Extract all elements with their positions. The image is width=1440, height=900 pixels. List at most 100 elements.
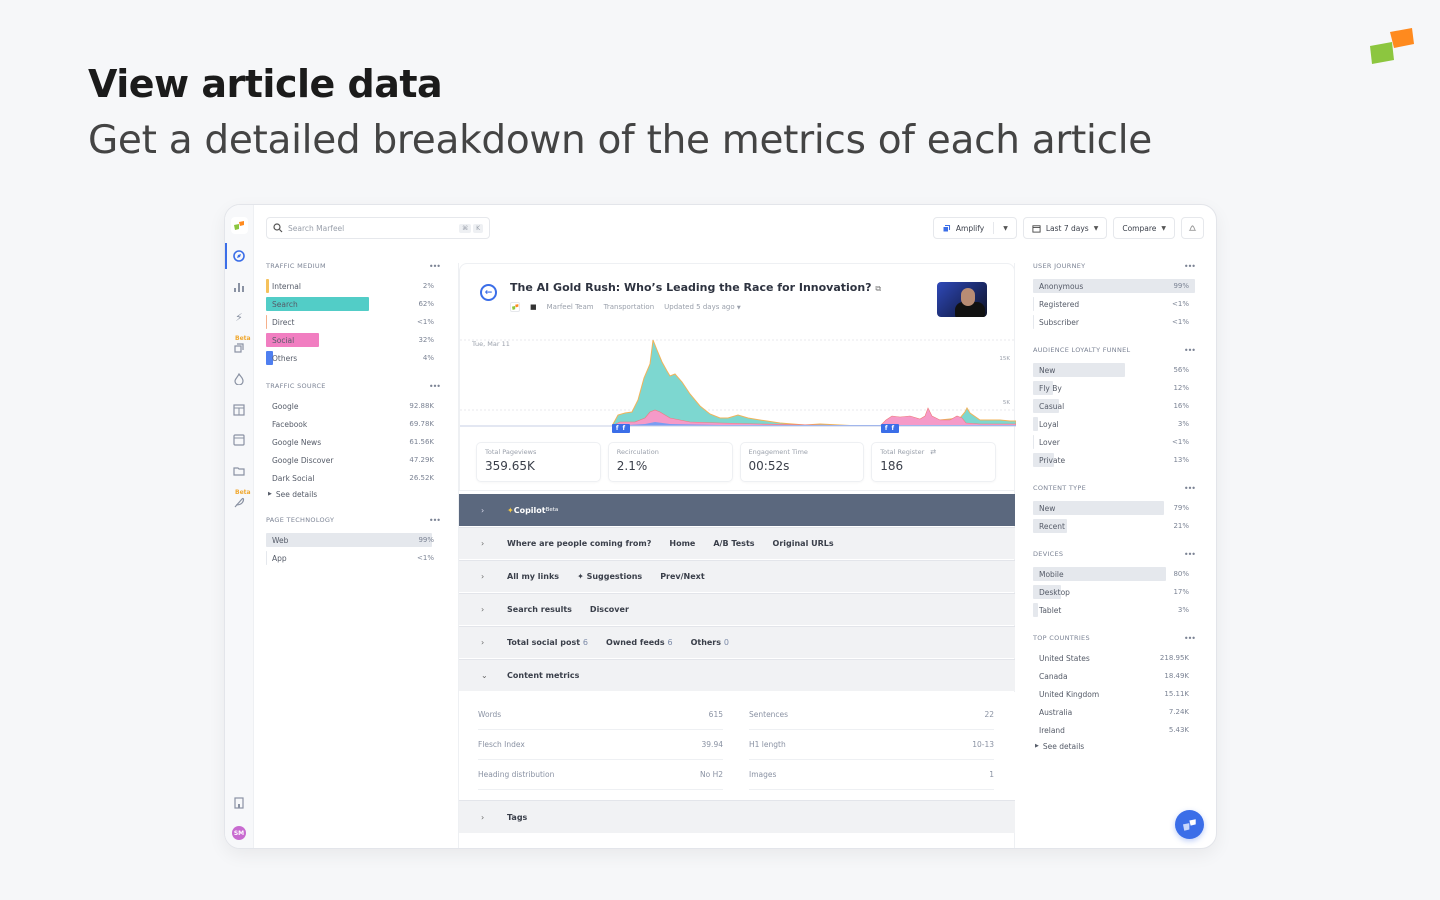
list-item[interactable]: Google Discover 47.29K xyxy=(266,451,440,469)
list-item[interactable]: United Kingdom 15.11K xyxy=(1033,685,1195,703)
tab-home[interactable]: Home xyxy=(669,539,696,548)
more-icon[interactable]: ••• xyxy=(1183,345,1196,355)
list-item[interactable]: Social 32% xyxy=(266,331,440,349)
folder-icon[interactable] xyxy=(232,464,246,478)
section-title: DEVICES xyxy=(1033,550,1064,558)
list-item[interactable]: Google News 61.56K xyxy=(266,433,440,451)
lightning-icon[interactable]: ⚡ xyxy=(235,310,243,324)
kpi-engagement[interactable]: Engagement Time 00:52s xyxy=(739,442,865,482)
flame-icon[interactable] xyxy=(232,372,246,386)
tab-search-results[interactable]: Search results xyxy=(507,605,572,614)
tab-prev-next[interactable]: Prev/Next xyxy=(660,572,705,581)
tab-where-coming-from[interactable]: Where are people coming from? xyxy=(507,539,652,548)
list-item[interactable]: Loyal 3% xyxy=(1033,415,1195,433)
beta-badge: Beta xyxy=(235,335,251,342)
item-value: 7.24K xyxy=(1168,708,1189,716)
list-item[interactable]: Mobile 80% xyxy=(1033,565,1195,583)
list-item[interactable]: Search 62% xyxy=(266,295,440,313)
tab-all-my-links[interactable]: All my links xyxy=(507,572,560,581)
back-arrow-icon[interactable]: ← xyxy=(480,284,497,301)
code-window-icon[interactable] xyxy=(232,433,246,447)
list-item[interactable]: Internal 2% xyxy=(266,277,440,295)
list-item[interactable]: Registered <1% xyxy=(1033,295,1195,313)
chevron-down-icon[interactable]: ▼ xyxy=(1003,224,1008,232)
list-item[interactable]: Fly By 12% xyxy=(1033,379,1195,397)
author[interactable]: Marfeel Team xyxy=(546,303,594,311)
list-item[interactable]: United States 218.95K xyxy=(1033,649,1195,667)
tab-original-urls[interactable]: Original URLs xyxy=(772,539,834,548)
facebook-marker[interactable]: f f xyxy=(881,424,899,433)
search-accordion[interactable]: › Search results Discover xyxy=(459,593,1015,625)
content-metrics-accordion[interactable]: ⌄ Content metrics xyxy=(459,659,1015,691)
kpi-pageviews[interactable]: Total Pageviews 359.65K xyxy=(476,442,601,482)
tab-total-social-post[interactable]: Total social post 6 xyxy=(507,638,588,647)
layout-icon[interactable] xyxy=(232,403,246,417)
more-icon[interactable]: ••• xyxy=(428,515,441,525)
kpi-register[interactable]: Total Register ⇄ 186 xyxy=(871,442,996,482)
swap-icon[interactable]: ⇄ xyxy=(930,448,937,456)
list-item[interactable]: Google 92.88K xyxy=(266,397,440,415)
more-icon[interactable]: ••• xyxy=(1183,483,1196,493)
list-item[interactable]: Canada 18.49K xyxy=(1033,667,1195,685)
app-logo-icon[interactable] xyxy=(231,217,248,234)
list-item[interactable]: Dark Social 26.52K xyxy=(266,469,440,487)
tab-suggestions[interactable]: ✦ Suggestions xyxy=(577,572,642,581)
facebook-marker[interactable]: f f xyxy=(612,424,630,433)
page-heading: View article data xyxy=(88,62,443,106)
more-icon[interactable]: ••• xyxy=(428,261,441,271)
item-label: Web xyxy=(272,535,289,545)
list-item[interactable]: Anonymous 99% xyxy=(1033,277,1195,295)
amplify-icon[interactable] xyxy=(232,341,246,355)
list-item[interactable]: Tablet 3% xyxy=(1033,601,1195,619)
kpi-recirculation[interactable]: Recirculation 2.1% xyxy=(607,442,733,482)
coming-from-accordion[interactable]: › Where are people coming from? Home A/B… xyxy=(459,527,1015,559)
feather-icon[interactable] xyxy=(232,495,246,509)
updated-dropdown[interactable]: Updated 5 days ago ▼ xyxy=(664,303,741,311)
more-icon[interactable]: ••• xyxy=(1183,261,1196,271)
list-item[interactable]: Casual 16% xyxy=(1033,397,1195,415)
list-item[interactable]: Recent 21% xyxy=(1033,517,1195,535)
see-details-link[interactable]: ▶ See details xyxy=(266,487,440,501)
tab-others[interactable]: Others 0 xyxy=(691,638,729,647)
more-icon[interactable]: ••• xyxy=(428,381,441,391)
list-item[interactable]: Private 13% xyxy=(1033,451,1195,469)
list-item[interactable]: Lover <1% xyxy=(1033,433,1195,451)
building-icon[interactable] xyxy=(232,796,246,810)
list-item[interactable]: Desktop 17% xyxy=(1033,583,1195,601)
search-input[interactable]: Search Marfeel ⌘ K xyxy=(266,217,490,239)
list-item[interactable]: Subscriber <1% xyxy=(1033,313,1195,331)
metric-label: Images xyxy=(749,770,777,779)
list-item[interactable]: Web 99% xyxy=(266,531,440,549)
copilot-accordion[interactable]: › ✦ Copilot Beta xyxy=(459,494,1015,526)
list-item[interactable]: Ireland 5.43K xyxy=(1033,721,1195,739)
more-icon[interactable]: ••• xyxy=(1183,633,1196,643)
tab-ab-tests[interactable]: A/B Tests xyxy=(713,539,755,548)
see-details-link[interactable]: ▶ See details xyxy=(1033,739,1195,753)
amplify-button[interactable]: Amplify ▼ xyxy=(932,217,1017,239)
notifications-button[interactable] xyxy=(1181,217,1204,239)
more-icon[interactable]: ••• xyxy=(1183,549,1196,559)
list-item[interactable]: Facebook 69.78K xyxy=(266,415,440,433)
item-value: <1% xyxy=(1172,438,1189,446)
user-avatar[interactable]: SM xyxy=(232,826,246,840)
section[interactable]: Transportation xyxy=(603,303,655,311)
tags-accordion[interactable]: › Tags xyxy=(459,800,1015,833)
list-item[interactable]: New 56% xyxy=(1033,361,1195,379)
article-title[interactable]: The AI Gold Rush: Who’s Leading the Race… xyxy=(510,281,881,294)
compare-button[interactable]: Compare ▼ xyxy=(1113,217,1175,239)
list-item[interactable]: App <1% xyxy=(266,549,440,567)
list-item[interactable]: Australia 7.24K xyxy=(1033,703,1195,721)
social-accordion[interactable]: › Total social post 6 Owned feeds 6 Othe… xyxy=(459,626,1015,658)
bar-chart-icon[interactable] xyxy=(232,280,246,294)
list-item[interactable]: New 79% xyxy=(1033,499,1195,517)
area-chart xyxy=(460,339,1016,427)
links-accordion[interactable]: › All my links ✦ Suggestions Prev/Next xyxy=(459,560,1015,592)
list-item[interactable]: Direct <1% xyxy=(266,313,440,331)
assistant-fab[interactable] xyxy=(1175,810,1204,839)
list-item[interactable]: Others 4% xyxy=(266,349,440,367)
tab-owned-feeds[interactable]: Owned feeds 6 xyxy=(606,638,673,647)
compass-icon[interactable] xyxy=(232,249,246,263)
date-range-button[interactable]: Last 7 days ▼ xyxy=(1022,217,1108,239)
external-link-icon[interactable]: ⧉ xyxy=(875,284,882,293)
tab-discover[interactable]: Discover xyxy=(589,605,629,614)
